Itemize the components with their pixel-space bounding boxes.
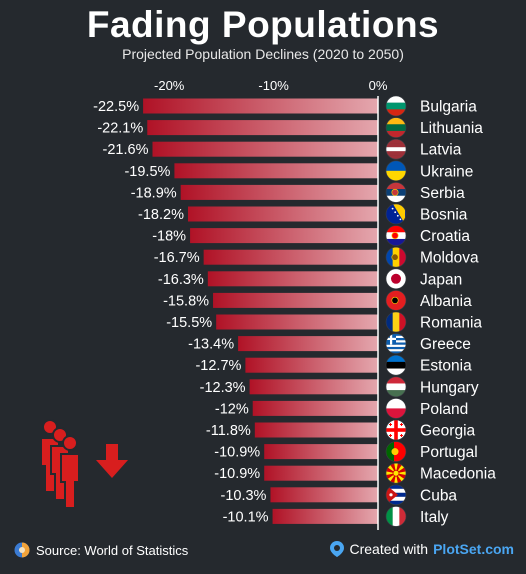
credit-note: Created with PlotSet.com: [329, 539, 514, 559]
bar-value-label: -13.4%: [188, 337, 234, 353]
bar-poland: [252, 400, 378, 416]
albania-flag-icon: [385, 290, 407, 311]
country-label: Georgia: [420, 423, 476, 440]
latvia-flag-icon: [385, 138, 407, 160]
serbia-flag-icon: [385, 182, 407, 203]
bar-serbia: [180, 184, 378, 200]
moldova-flag-icon: [385, 246, 407, 268]
poland-flag-icon: [385, 398, 407, 419]
country-label: Cuba: [420, 487, 457, 504]
bar-value-label: -10.1%: [223, 509, 269, 525]
bar-value-label: -22.5%: [93, 99, 139, 115]
source-globe-icon: [14, 542, 30, 558]
bar-croatia: [190, 228, 378, 244]
country-label: Portugal: [420, 444, 478, 461]
bar-value-label: -22.1%: [97, 121, 143, 137]
country-label: Lithuania: [420, 120, 483, 137]
source-note: Source: World of Statistics: [14, 541, 188, 559]
hungary-flag-icon: [385, 376, 407, 398]
bar-albania: [213, 292, 378, 308]
bosnia-flag-icon: [385, 203, 407, 225]
bar-macedonia: [264, 465, 378, 481]
bar-value-label: -10.9%: [214, 445, 260, 461]
chart-subtitle: Projected Population Declines (2020 to 2…: [122, 46, 404, 62]
bar-value-label: -18%: [152, 229, 186, 245]
bar-value-label: -12%: [215, 401, 249, 417]
bar-value-label: -16.3%: [158, 272, 204, 288]
cuba-flag-icon: [385, 484, 407, 506]
bar-value-label: -15.5%: [166, 315, 212, 331]
x-axis: -20% -10% 0%: [154, 78, 388, 93]
flags: [385, 95, 407, 527]
country-label: Greece: [420, 336, 471, 353]
bar-japan: [207, 271, 378, 287]
bars: -22.5% -22.1% -21.6% -19.5% -18.9% -18.2% -18%…: [93, 98, 378, 525]
bar-value-label: -15.8%: [163, 293, 209, 309]
bar-estonia: [245, 357, 378, 373]
country-label: Japan: [420, 271, 462, 288]
x-tick-label: 0%: [369, 78, 388, 93]
country-labels: Bulgaria Lithuania Latvia Ukraine Serbia Bosn…: [420, 99, 496, 526]
bar-cuba: [270, 487, 378, 503]
bar-bosnia: [187, 206, 378, 222]
country-label: Serbia: [420, 185, 465, 202]
source-text: Source: World of Statistics: [36, 542, 189, 558]
declining-people-icon: [40, 419, 128, 508]
romania-flag-icon: [385, 311, 407, 333]
bar-value-label: -10.3%: [221, 488, 267, 504]
bar-lithuania: [147, 120, 378, 136]
bar-value-label: -19.5%: [124, 164, 170, 180]
bar-portugal: [264, 444, 378, 460]
bar-value-label: -18.2%: [138, 207, 184, 223]
macedonia-flag-icon: [385, 462, 407, 484]
bar-value-label: -12.3%: [200, 380, 246, 396]
country-label: Bosnia: [420, 207, 468, 224]
bar-value-label: -21.6%: [103, 142, 149, 158]
bar-moldova: [203, 249, 378, 265]
bulgaria-flag-icon: [385, 95, 407, 117]
bar-value-label: -10.9%: [214, 466, 260, 482]
country-label: Poland: [420, 401, 468, 418]
country-label: Italy: [420, 509, 449, 526]
down-arrow-icon: [96, 444, 128, 478]
bar-georgia: [254, 422, 378, 438]
country-label: Romania: [420, 315, 482, 332]
bar-greece: [238, 336, 378, 352]
bar-latvia: [152, 141, 378, 157]
country-label: Albania: [420, 293, 472, 310]
bar-bulgaria: [143, 98, 378, 114]
location-pin-icon: [329, 541, 344, 557]
country-label: Croatia: [420, 228, 470, 245]
bar-value-label: -11.8%: [206, 423, 251, 439]
bar-ukraine: [174, 163, 378, 179]
country-label: Latvia: [420, 142, 462, 159]
country-label: Estonia: [420, 358, 472, 375]
chart-title: Fading Populations: [86, 4, 440, 45]
greece-flag-icon: [385, 333, 407, 354]
lithuania-flag-icon: [385, 117, 407, 138]
country-label: Bulgaria: [420, 99, 477, 116]
country-label: Hungary: [420, 379, 479, 396]
brand-link[interactable]: PlotSet.com: [433, 541, 514, 557]
country-label: Macedonia: [420, 466, 496, 483]
japan-flag-icon: [385, 268, 407, 290]
bar-value-label: -12.7%: [195, 358, 241, 374]
estonia-flag-icon: [385, 354, 407, 376]
created-with-text: Created with: [349, 541, 429, 557]
bar-romania: [216, 314, 378, 330]
italy-flag-icon: [385, 506, 407, 527]
croatia-flag-icon: [385, 225, 407, 246]
georgia-flag-icon: [385, 419, 407, 441]
x-tick-label: -20%: [154, 78, 185, 93]
country-label: Moldova: [420, 250, 479, 267]
bar-hungary: [249, 379, 378, 395]
x-tick-label: -10%: [258, 78, 289, 93]
bar-value-label: -18.9%: [131, 185, 177, 201]
bar-value-label: -16.7%: [154, 250, 200, 266]
country-label: Ukraine: [420, 163, 473, 180]
bar-italy: [272, 508, 378, 524]
portugal-flag-icon: [385, 441, 407, 462]
ukraine-flag-icon: [385, 160, 407, 182]
